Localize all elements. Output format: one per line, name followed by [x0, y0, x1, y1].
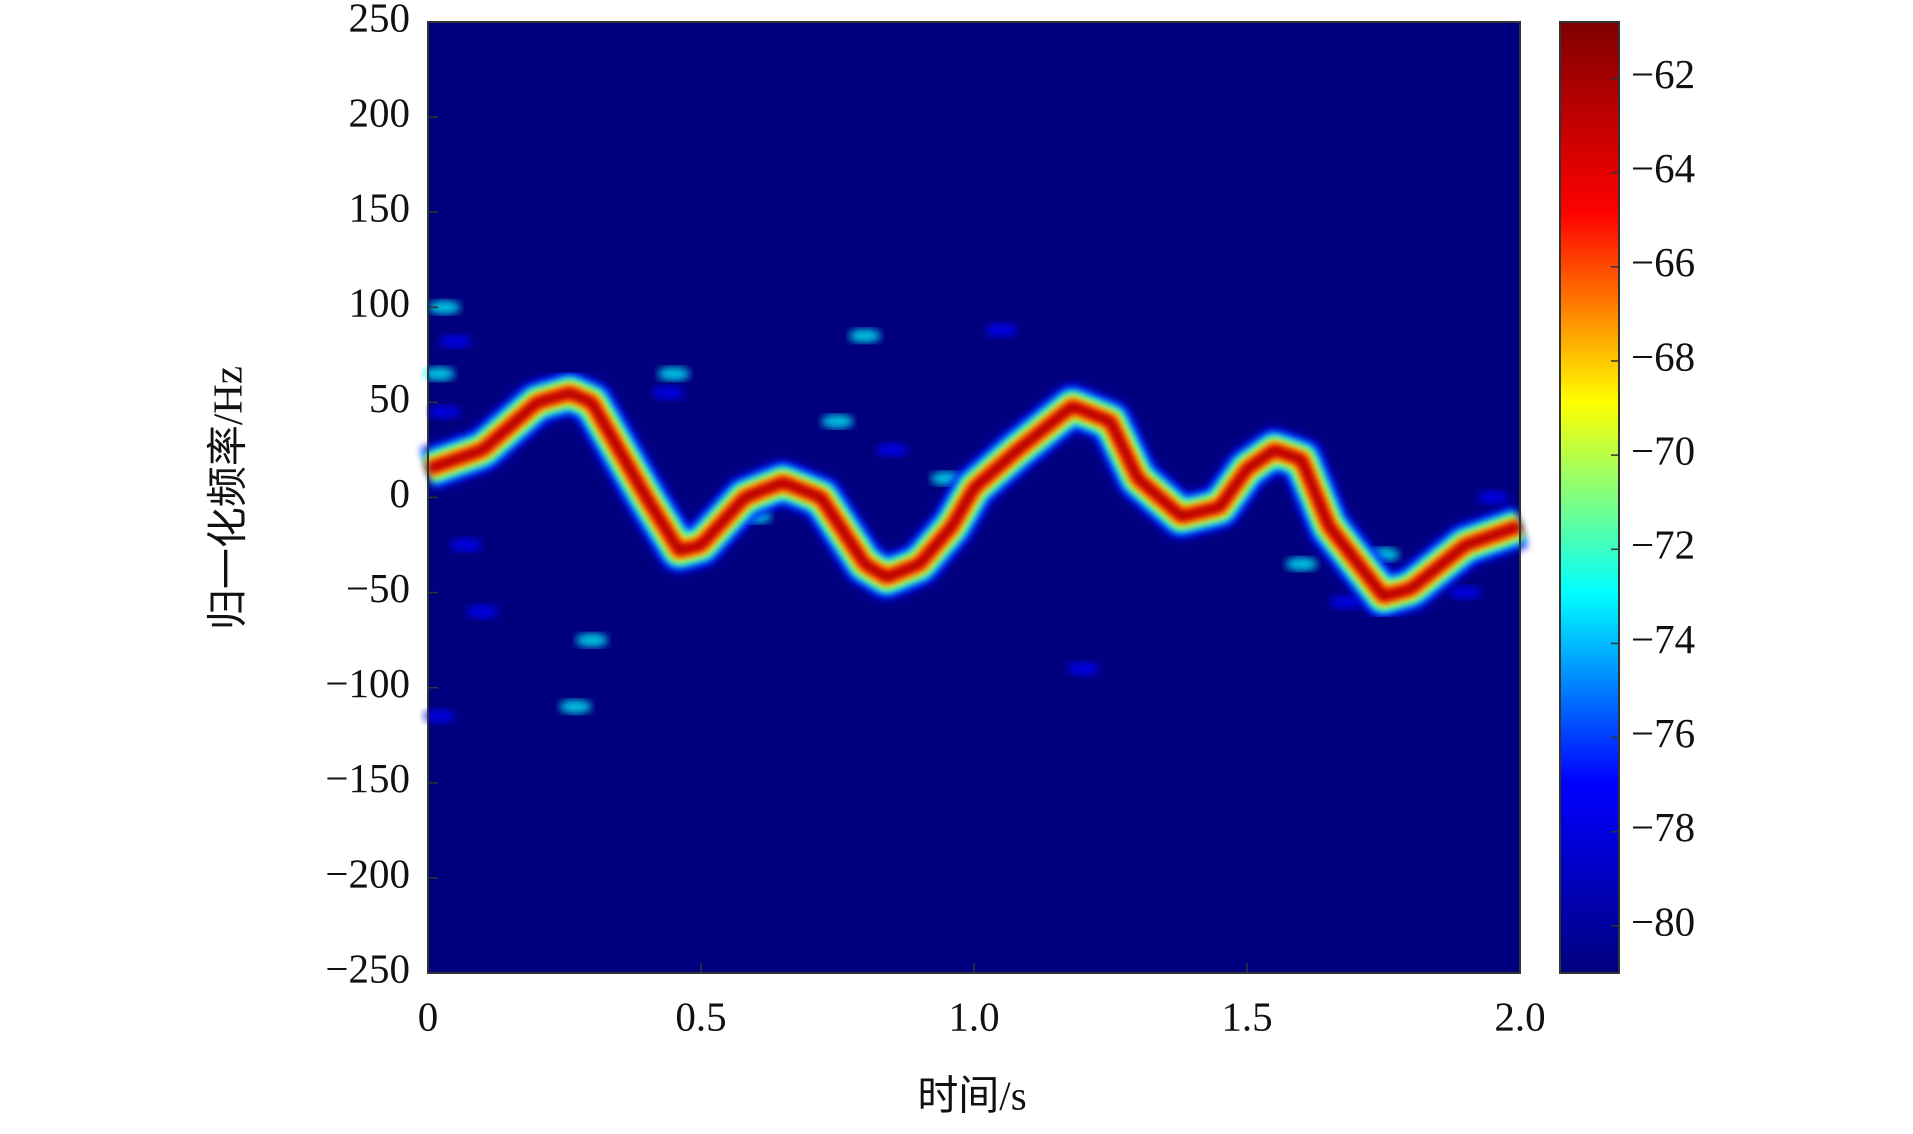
colorbar-tick-label: −68	[1631, 333, 1695, 379]
x-tick-label: 0	[418, 993, 439, 1039]
y-tick-label: −100	[325, 660, 410, 706]
weak-spot	[439, 334, 472, 349]
weak-spot	[466, 604, 499, 619]
y-tick-label: −50	[346, 565, 410, 611]
weak-spot	[848, 328, 881, 343]
weak-spot	[559, 699, 592, 714]
colorbar-tick-label: −80	[1631, 898, 1695, 944]
y-tick-label: 150	[349, 185, 411, 231]
weak-spot	[1329, 595, 1362, 610]
weak-spot	[985, 323, 1018, 338]
colorbar	[1559, 21, 1620, 974]
weak-spot	[876, 442, 909, 457]
y-tick-label: 50	[369, 375, 410, 421]
weak-spot	[1067, 661, 1100, 676]
y-tick-label: 0	[390, 470, 411, 516]
plot-data	[420, 300, 1528, 724]
colorbar-tick-label: −76	[1631, 710, 1695, 756]
x-tick-label: 0.5	[675, 993, 726, 1039]
weak-spot	[1285, 557, 1318, 572]
weak-spot	[1476, 490, 1509, 505]
y-axis-label: 归一化频率/Hz	[204, 366, 250, 630]
x-tick-label: 1.0	[948, 993, 999, 1039]
weak-spot	[450, 538, 483, 553]
weak-spot	[1449, 585, 1482, 600]
weak-spot	[657, 366, 690, 381]
colorbar-tick-label: −64	[1631, 145, 1695, 191]
x-tick-label: 2.0	[1494, 993, 1545, 1039]
colorbar-tick-label: −70	[1631, 428, 1695, 474]
ridge	[427, 390, 1521, 599]
y-tick-label: −150	[325, 755, 410, 801]
weak-spot	[821, 414, 854, 429]
weak-spot	[422, 709, 455, 724]
colorbar-tick-label: −74	[1631, 616, 1695, 662]
colorbar-tick-label: −66	[1631, 239, 1695, 285]
y-tick-label: 200	[349, 90, 411, 136]
x-tick-label: 1.5	[1221, 993, 1272, 1039]
weak-spot	[428, 300, 461, 315]
weak-spot	[428, 404, 461, 419]
x-axis-label: 时间/s	[917, 1072, 1026, 1118]
y-tick-label: 100	[349, 280, 411, 326]
weak-spot	[575, 633, 608, 648]
y-tick-label: 250	[349, 0, 411, 40]
y-tick-label: −250	[325, 945, 410, 991]
weak-spot	[652, 385, 685, 400]
weak-spot	[422, 366, 455, 381]
colorbar-tick-label: −78	[1631, 804, 1695, 850]
y-tick-label: −200	[325, 850, 410, 896]
colorbar-tick-label: −72	[1631, 522, 1695, 568]
colorbar-tick-label: −62	[1631, 51, 1695, 97]
